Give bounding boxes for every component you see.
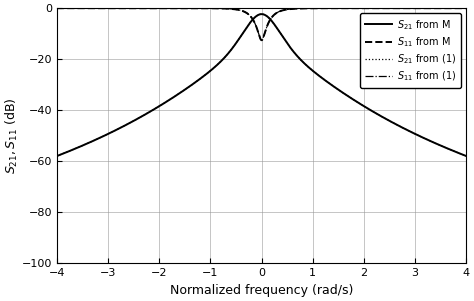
$S_{11}$ from M <box>202 6 208 10</box>
$S_{21}$ from M <box>464 154 469 158</box>
$S_{21}$ from M <box>314 73 320 76</box>
$S_{21}$ from (1) <box>202 73 208 77</box>
Line: $S_{21}$ from M: $S_{21}$ from M <box>57 14 466 156</box>
$S_{11}$ from (1) <box>202 6 208 10</box>
$S_{21}$ from (1) <box>357 102 363 106</box>
$S_{21}$ from (1) <box>380 115 385 119</box>
$S_{21}$ from M <box>54 154 60 158</box>
$S_{21}$ from (1) <box>296 56 302 60</box>
$S_{11}$ from (1) <box>74 6 80 10</box>
$S_{21}$ from M <box>296 56 302 60</box>
$S_{11}$ from M <box>314 6 320 10</box>
$S_{11}$ from (1) <box>357 6 363 10</box>
Line: $S_{21}$ from (1): $S_{21}$ from (1) <box>57 14 466 156</box>
$S_{11}$ from M <box>380 6 385 10</box>
$S_{21}$ from (1) <box>74 146 80 150</box>
$S_{11}$ from (1) <box>380 6 385 10</box>
$S_{11}$ from (1) <box>259 39 264 42</box>
$S_{21}$ from M <box>74 146 80 150</box>
$S_{11}$ from M <box>259 39 264 42</box>
Legend: $S_{21}$ from M, $S_{11}$ from M, $S_{21}$ from (1), $S_{11}$ from (1): $S_{21}$ from M, $S_{11}$ from M, $S_{21… <box>360 13 461 88</box>
$S_{11}$ from M <box>54 6 60 10</box>
$S_{21}$ from (1) <box>259 12 264 16</box>
$S_{21}$ from M <box>357 102 363 106</box>
$S_{21}$ from M <box>380 115 385 119</box>
$S_{21}$ from (1) <box>314 73 320 76</box>
$S_{11}$ from M <box>74 6 80 10</box>
$S_{21}$ from (1) <box>464 154 469 158</box>
$S_{11}$ from (1) <box>54 6 60 10</box>
X-axis label: Normalized frequency (rad/s): Normalized frequency (rad/s) <box>170 284 353 297</box>
$S_{21}$ from M <box>202 73 208 77</box>
$S_{11}$ from (1) <box>296 7 302 10</box>
$S_{11}$ from M <box>296 7 302 10</box>
$S_{11}$ from (1) <box>314 6 320 10</box>
$S_{21}$ from (1) <box>54 154 60 158</box>
Y-axis label: $S_{21}, S_{11}$ (dB): $S_{21}, S_{11}$ (dB) <box>4 98 20 174</box>
$S_{11}$ from M <box>357 6 363 10</box>
Line: $S_{11}$ from M: $S_{11}$ from M <box>57 8 466 40</box>
$S_{11}$ from (1) <box>464 6 469 10</box>
$S_{21}$ from M <box>259 12 264 16</box>
$S_{11}$ from M <box>464 6 469 10</box>
Line: $S_{11}$ from (1): $S_{11}$ from (1) <box>57 8 466 40</box>
